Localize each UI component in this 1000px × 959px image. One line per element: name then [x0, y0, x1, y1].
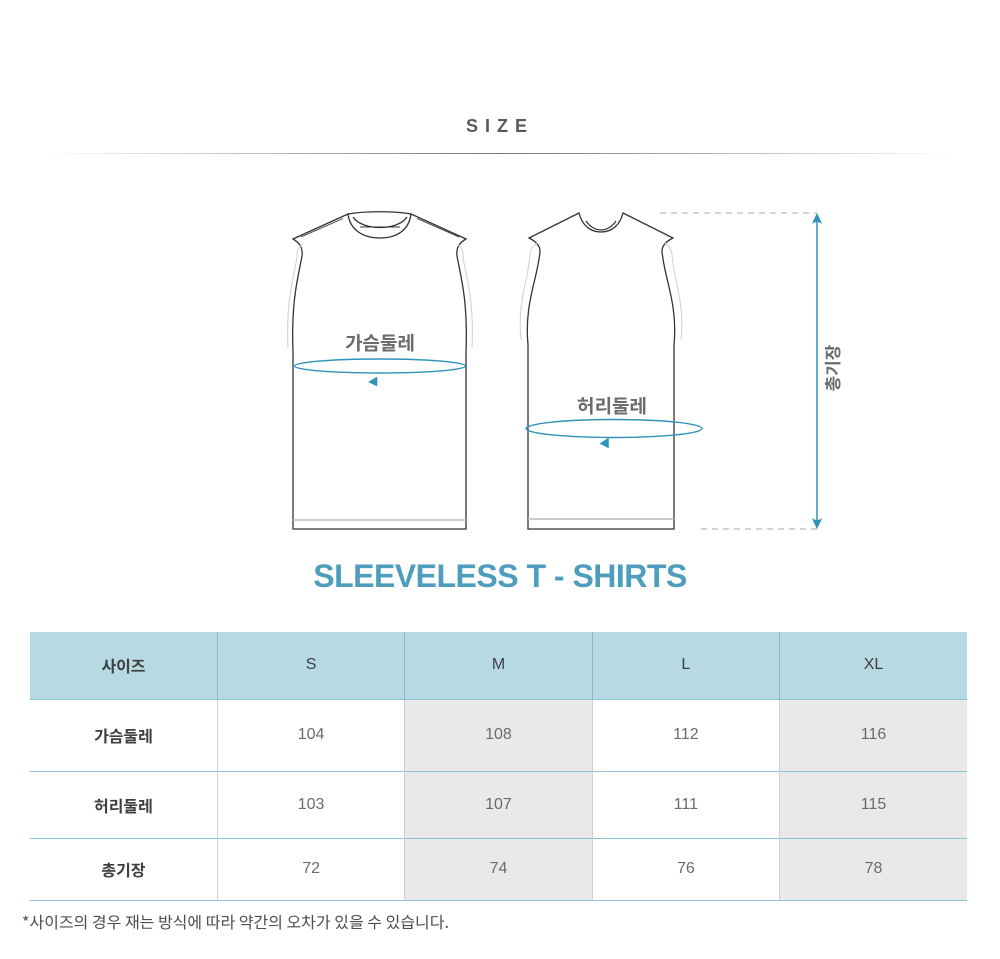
svg-text:총기장: 총기장: [819, 344, 844, 391]
svg-text:허리둘레: 허리둘레: [577, 392, 647, 419]
